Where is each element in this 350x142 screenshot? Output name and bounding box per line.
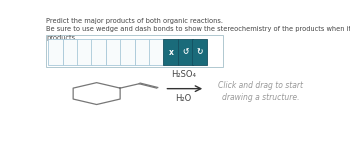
Text: H₂O: H₂O bbox=[175, 94, 191, 103]
Text: x: x bbox=[168, 48, 173, 57]
FancyBboxPatch shape bbox=[63, 39, 78, 65]
Text: H₂SO₄: H₂SO₄ bbox=[171, 70, 196, 79]
FancyBboxPatch shape bbox=[192, 39, 207, 65]
Text: Predict the major products of both organic reactions.: Predict the major products of both organ… bbox=[47, 18, 223, 24]
FancyBboxPatch shape bbox=[48, 39, 63, 65]
FancyBboxPatch shape bbox=[120, 39, 135, 65]
FancyBboxPatch shape bbox=[163, 39, 178, 65]
FancyBboxPatch shape bbox=[91, 39, 106, 65]
FancyBboxPatch shape bbox=[106, 39, 121, 65]
Text: ↻: ↻ bbox=[196, 48, 203, 57]
FancyBboxPatch shape bbox=[135, 39, 149, 65]
Text: Click and drag to start
drawing a structure.: Click and drag to start drawing a struct… bbox=[218, 81, 303, 102]
Text: ↺: ↺ bbox=[182, 48, 188, 57]
FancyBboxPatch shape bbox=[77, 39, 92, 65]
Text: Be sure to use wedge and dash bonds to show the stereochemistry of the products : Be sure to use wedge and dash bonds to s… bbox=[47, 26, 350, 32]
FancyBboxPatch shape bbox=[149, 39, 164, 65]
Text: products.: products. bbox=[47, 35, 78, 40]
FancyBboxPatch shape bbox=[47, 35, 223, 67]
FancyBboxPatch shape bbox=[178, 39, 193, 65]
